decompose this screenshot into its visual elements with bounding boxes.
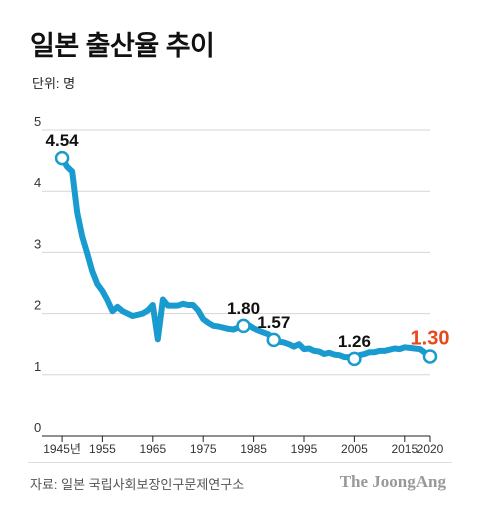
y-tick-label: 5 (34, 114, 41, 129)
y-tick-label: 1 (34, 359, 41, 374)
x-tick-label: 2015 (391, 442, 418, 456)
x-tick-label: 2020 (417, 442, 444, 456)
y-tick-label: 2 (34, 298, 41, 313)
footer-divider (28, 462, 452, 463)
data-labels: 4.54 1.801.57 1.26 1.30 (46, 131, 450, 351)
data-label: 1.80 (227, 299, 260, 318)
data-point-marker (54, 150, 70, 166)
x-tick-label: 1975 (190, 442, 217, 456)
y-tick-label: 0 (34, 420, 41, 435)
unit-label: 단위: 명 (32, 76, 76, 91)
data-point-marker (347, 351, 362, 367)
x-tick-label: 1965 (139, 442, 166, 456)
data-label: 4.54 (46, 131, 80, 150)
data-label: 1.30 (411, 327, 450, 349)
data-label: 1.26 (338, 332, 371, 351)
data-point-marker (266, 332, 282, 348)
y-axis-ticks: 0 1 2 3 4 5 (34, 114, 41, 435)
gridlines (42, 129, 430, 437)
data-markers (54, 150, 438, 367)
x-tick-label: 1955 (89, 442, 116, 456)
brand-logo: The JoongAng (339, 472, 446, 491)
x-tick-label: 2005 (341, 442, 368, 456)
data-point-marker (422, 349, 438, 364)
x-tick-label: 1995 (291, 442, 318, 456)
data-point-marker (236, 318, 251, 334)
source-note: 자료: 일본 국립사회보장인구문제연구소 (30, 477, 245, 492)
data-label: 1.57 (257, 313, 290, 332)
y-tick-label: 3 (34, 236, 41, 251)
y-tick-label: 4 (34, 175, 41, 190)
x-tick-label: 1945년 (43, 442, 81, 456)
page-title: 일본 출산율 추이 (30, 31, 215, 61)
x-tick-label: 1985 (240, 442, 267, 456)
